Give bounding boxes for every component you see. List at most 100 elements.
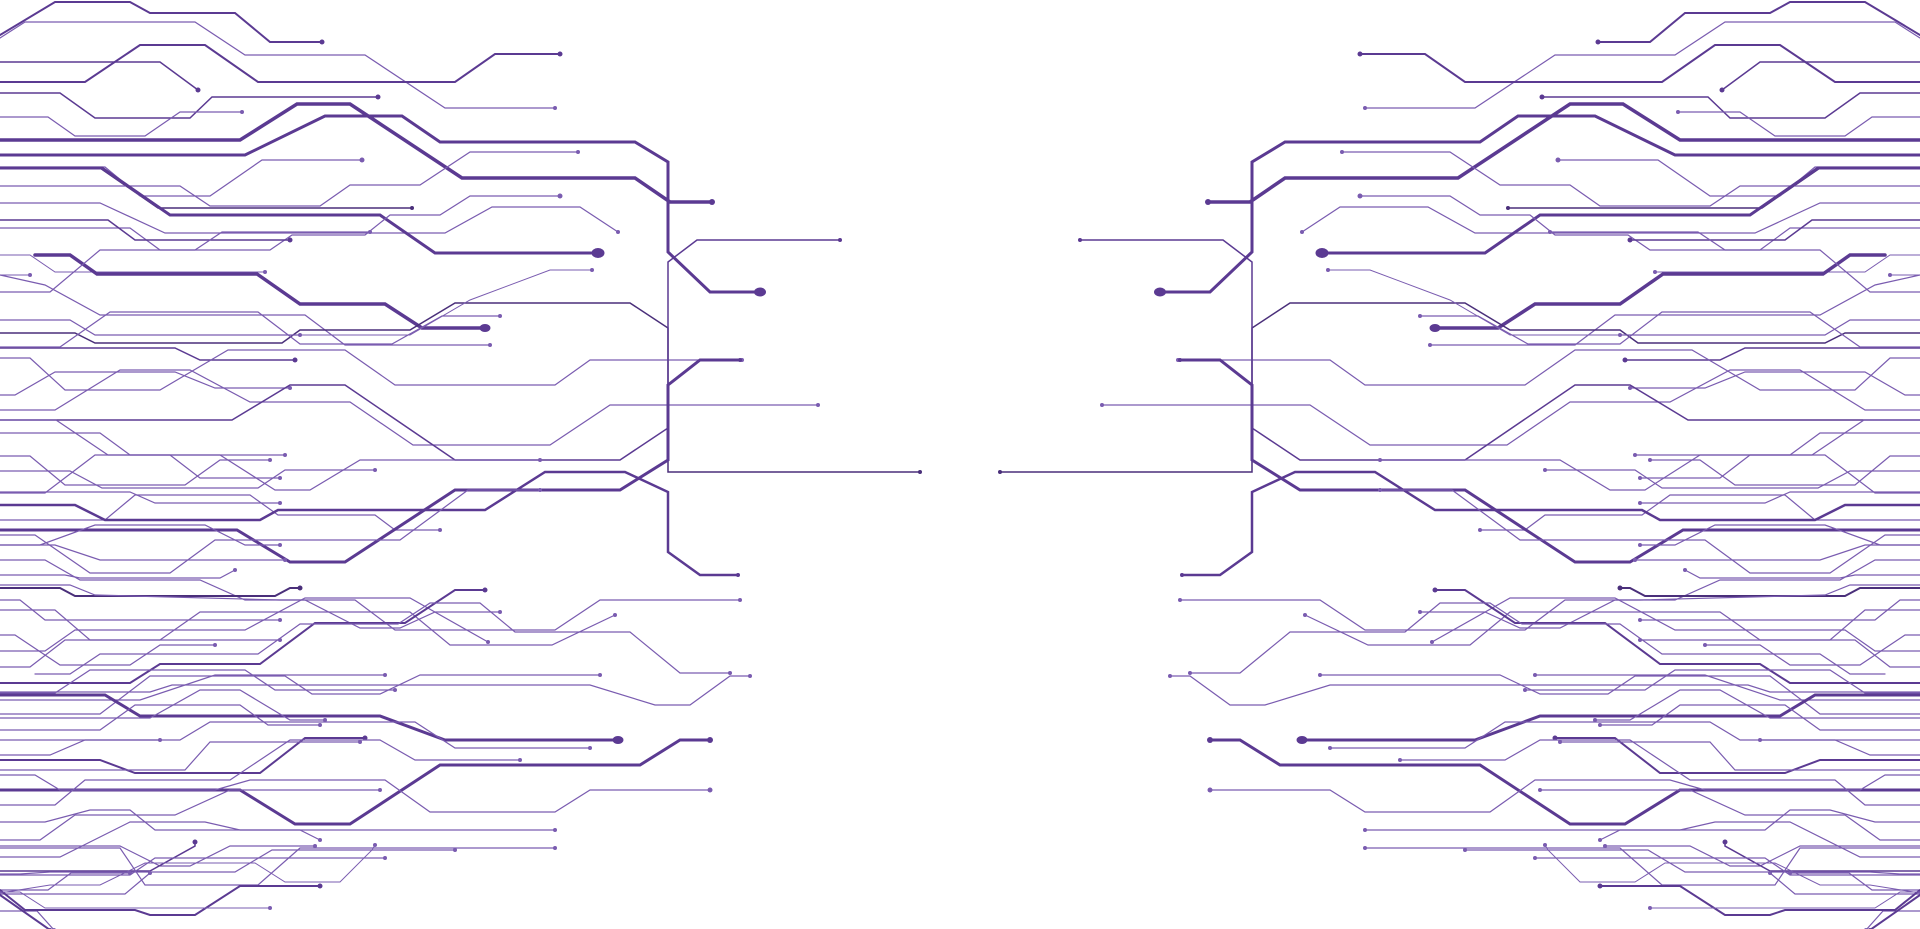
left-circuit-trace [0,432,286,456]
right-trace-end-pad [1398,758,1402,762]
left-circuit-trace [0,494,441,531]
right-trace-end-pad [1463,848,1467,852]
right-trace-end-pad [1430,640,1434,644]
right-circuit-trace [1634,544,1920,561]
right-trace-end-pad [1429,324,1441,332]
left-trace-end-pad [297,585,303,591]
left-circuit-trace [0,847,556,886]
right-trace-end-pad [1617,585,1623,591]
left-trace-end-pad [838,238,842,242]
left-trace-end-pad [317,883,323,889]
left-circuit-trace [0,254,266,273]
left-circuit-trace [0,609,616,646]
left-trace-end-pad [754,287,766,297]
right-trace-end-pad [1180,573,1184,577]
right-trace-end-pad [1768,871,1772,875]
left-circuit-trace [0,469,376,489]
left-trace-end-pad [373,468,377,472]
left-trace-end-pad [590,268,594,272]
right-circuit-trace [1434,589,1920,684]
right-trace-end-pad [1598,723,1602,727]
right-circuit-trace [1206,102,1920,204]
left-circuit-trace [0,159,363,197]
left-circuit-trace [0,319,301,336]
right-circuit-trace [1359,44,1920,83]
left-circuit-trace [0,202,619,234]
right-trace-end-pad [1154,287,1166,297]
left-trace-end-pad [486,640,490,644]
left-trace-end-pad [195,87,201,93]
left-trace-end-pad [553,828,557,832]
right-trace-end-pad [1676,110,1680,114]
left-circuit-trace [0,704,321,731]
right-trace-end-pad [1357,51,1363,57]
right-circuit-trace [1649,891,1920,909]
right-circuit-trace [1704,634,1920,666]
right-trace-end-pad [1328,746,1332,750]
left-trace-end-pad [318,838,322,842]
left-trace-end-pad [318,723,322,727]
left-circuit-trace [0,347,296,361]
right-circuit-trace [1189,602,1886,675]
left-trace-end-pad [518,758,522,762]
right-trace-end-pad [1595,39,1601,45]
right-circuit-trace [1759,739,1920,756]
right-trace-end-pad [1627,237,1633,243]
left-circuit-trace [0,219,291,241]
right-circuit-trace [1654,254,1920,273]
right-circuit-half [998,0,1920,929]
right-circuit-trace [1599,885,1920,916]
right-circuit-trace [1599,704,1920,731]
left-circuit-trace [0,114,762,294]
right-trace-end-pad [1357,193,1363,199]
right-circuit-trace [1534,674,1920,701]
right-circuit-trace [1624,347,1920,361]
right-trace-end-pad [1188,671,1192,675]
right-circuit-trace [1541,92,1920,119]
right-circuit-trace [1639,419,1920,479]
left-circuit-trace [0,371,291,396]
right-trace-end-pad [1418,610,1422,614]
left-circuit-trace [0,302,921,473]
left-trace-end-pad [283,453,287,457]
left-circuit-trace [0,524,281,546]
right-trace-end-pad [1168,674,1172,678]
left-trace-end-pad [287,237,293,243]
right-trace-end-pad [1648,906,1652,910]
right-circuit-trace [1677,111,1920,137]
left-trace-end-pad [709,199,715,205]
left-circuit-trace [0,111,243,137]
left-circuit-trace [0,349,743,391]
left-circuit-trace [0,857,386,876]
left-trace-end-pad [148,871,152,875]
left-trace-end-pad [359,157,365,163]
right-trace-end-pad [1300,230,1304,234]
left-trace-end-pad [613,613,617,617]
right-trace-end-pad [1683,568,1687,572]
left-circuit-trace [0,102,714,204]
right-circuit-trace [1559,741,1920,771]
right-trace-end-pad [1533,673,1537,677]
left-circuit-trace [0,274,491,346]
right-trace-end-pad [1363,846,1367,850]
right-circuit-trace [1327,269,1621,336]
left-trace-end-pad [598,673,602,677]
right-trace-end-pad [1555,157,1561,163]
right-trace-end-pad [1078,238,1082,242]
left-trace-end-pad [612,736,624,744]
right-trace-end-pad [1178,598,1182,602]
right-circuit-trace [1431,597,1920,652]
right-circuit-trace [1180,470,1920,577]
right-circuit-trace [1604,845,1920,867]
right-trace-end-pad [1363,828,1367,832]
left-trace-end-pad [378,788,382,792]
left-trace-end-pad [707,787,713,793]
left-trace-end-pad [288,386,292,390]
left-circuit-trace [0,849,456,875]
left-trace-end-pad [192,839,198,845]
right-circuit-trace [1177,349,1920,391]
left-circuit-trace [299,269,593,336]
right-circuit-trace [1507,167,1920,209]
left-circuit-trace [0,166,600,255]
left-circuit-trace [0,844,376,894]
